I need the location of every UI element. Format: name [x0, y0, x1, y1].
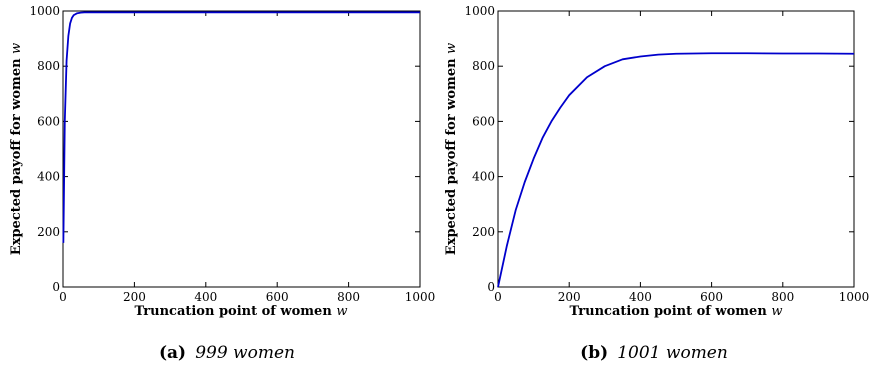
x-tick-label-b: 800: [771, 290, 794, 304]
chart-panel-a: 0 200 400 600 800 1000 0 200 400 600 800 1000 Expec…: [9, 4, 435, 363]
ticks-b: 0 200 400 600 800 1000 0 200 400 600 800 1000: [464, 4, 869, 304]
x-tick-label-b: 1000: [839, 290, 870, 304]
y-tick-label-a: 400: [37, 170, 60, 184]
y-tick-label-b: 600: [472, 114, 495, 128]
y-tick-label-b: 400: [472, 170, 495, 184]
series-a: [62, 11, 420, 243]
x-tick-label-a: 600: [266, 290, 289, 304]
chart-panel-b: 0 200 400 600 800 1000 0 200 400 600 800 1000 Expec…: [444, 4, 869, 363]
y-tick-label-b: 200: [472, 225, 495, 239]
x-tick-label-b: 600: [700, 290, 723, 304]
series-line-a-0: [62, 11, 420, 243]
y-tick-label-a: 200: [37, 225, 60, 239]
x-tick-label-a: 0: [59, 290, 67, 304]
x-axis-label-a: Truncation point of women w: [135, 304, 348, 319]
series-b: [497, 52, 855, 288]
y-tick-label-a: 0: [52, 280, 60, 294]
y-tick-label-a: 800: [37, 59, 60, 73]
plot-frame-b: [497, 10, 855, 288]
x-tick-label-a: 400: [194, 290, 217, 304]
x-tick-label-a: 1000: [405, 290, 436, 304]
caption-a: (a) 999 women: [159, 343, 295, 363]
y-axis-label-b: Expected payoff for women w: [444, 43, 459, 255]
x-tick-label-b: 0: [494, 290, 502, 304]
x-tick-label-b: 400: [629, 290, 652, 304]
x-tick-label-a: 200: [123, 290, 146, 304]
y-tick-label-a: 600: [37, 114, 60, 128]
x-axis-label-b: Truncation point of women w: [570, 304, 783, 319]
ticks-a: 0 200 400 600 800 1000 0 200 400 600 800 1000: [29, 4, 435, 304]
y-tick-label-b: 800: [472, 59, 495, 73]
plot-area-b: 0 200 400 600 800 1000 0 200 400 600 800 1000: [464, 4, 869, 304]
x-tick-label-b: 200: [558, 290, 581, 304]
y-tick-label-a: 1000: [29, 4, 60, 18]
plot-area-a: 0 200 400 600 800 1000 0 200 400 600 800 1000: [29, 4, 435, 304]
caption-b: (b) 1001 women: [580, 343, 728, 363]
x-tick-label-a: 800: [337, 290, 360, 304]
plot-frame-a: [62, 10, 421, 288]
y-axis-label-a: Expected payoff for women w: [9, 43, 24, 255]
y-tick-label-b: 0: [487, 280, 495, 294]
series-line-b-0: [497, 52, 855, 288]
y-tick-label-b: 1000: [464, 4, 495, 18]
